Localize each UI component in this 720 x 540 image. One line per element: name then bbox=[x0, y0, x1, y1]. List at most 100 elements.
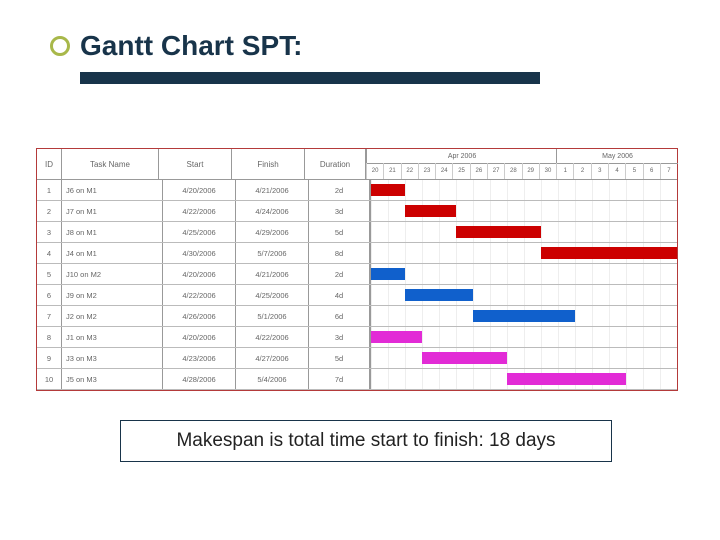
cell-dur: 5d bbox=[309, 222, 370, 242]
cell-dur: 3d bbox=[309, 327, 370, 347]
gantt-row: 6J9 on M24/22/20064/25/20064d bbox=[37, 285, 677, 306]
day-label: 6 bbox=[643, 163, 660, 179]
header-timeline: Apr 2006May 2006202122232425262728293012… bbox=[366, 149, 677, 179]
cell-dur: 8d bbox=[309, 243, 370, 263]
cell-start: 4/22/2006 bbox=[163, 285, 236, 305]
cell-dur: 7d bbox=[309, 369, 370, 389]
cell-start: 4/20/2006 bbox=[163, 327, 236, 347]
header-finish: Finish bbox=[232, 149, 305, 179]
cell-finish: 5/1/2006 bbox=[236, 306, 309, 326]
cell-task: J2 on M2 bbox=[62, 306, 163, 326]
cell-id: 1 bbox=[37, 180, 62, 200]
cell-id: 10 bbox=[37, 369, 62, 389]
gantt-row: 9J3 on M34/23/20064/27/20065d bbox=[37, 348, 677, 369]
cell-finish: 5/4/2006 bbox=[236, 369, 309, 389]
page-title: Gantt Chart SPT: bbox=[80, 30, 302, 62]
day-label: 2 bbox=[573, 163, 590, 179]
month-group: Apr 2006 bbox=[366, 149, 557, 164]
caption-text: Makespan is total time start to finish: … bbox=[176, 430, 555, 452]
cell-finish: 4/29/2006 bbox=[236, 222, 309, 242]
day-label: 5 bbox=[625, 163, 642, 179]
header-id: ID bbox=[37, 149, 62, 179]
gantt-row: 8J1 on M34/20/20064/22/20063d bbox=[37, 327, 677, 348]
gantt-bar bbox=[541, 247, 677, 259]
cell-id: 6 bbox=[37, 285, 62, 305]
day-label: 27 bbox=[487, 163, 504, 179]
cell-finish: 4/24/2006 bbox=[236, 201, 309, 221]
cell-start: 4/25/2006 bbox=[163, 222, 236, 242]
day-label: 30 bbox=[539, 163, 556, 179]
gantt-header: ID Task Name Start Finish Duration Apr 2… bbox=[37, 149, 677, 180]
cell-start: 4/28/2006 bbox=[163, 369, 236, 389]
day-label: 1 bbox=[556, 163, 573, 179]
cell-dur: 2d bbox=[309, 264, 370, 284]
cell-id: 8 bbox=[37, 327, 62, 347]
gantt-bar bbox=[371, 184, 405, 196]
cell-timeline bbox=[370, 222, 677, 242]
cell-finish: 5/7/2006 bbox=[236, 243, 309, 263]
cell-start: 4/23/2006 bbox=[163, 348, 236, 368]
cell-dur: 3d bbox=[309, 201, 370, 221]
cell-dur: 6d bbox=[309, 306, 370, 326]
cell-timeline bbox=[370, 201, 677, 221]
cell-timeline bbox=[370, 327, 677, 347]
cell-dur: 2d bbox=[309, 180, 370, 200]
header-duration: Duration bbox=[305, 149, 366, 179]
day-label: 20 bbox=[366, 163, 383, 179]
cell-timeline bbox=[370, 306, 677, 326]
cell-task: J8 on M1 bbox=[62, 222, 163, 242]
cell-timeline bbox=[370, 348, 677, 368]
cell-timeline bbox=[370, 285, 677, 305]
gantt-bar bbox=[371, 268, 405, 280]
day-label: 7 bbox=[660, 163, 677, 179]
day-label: 3 bbox=[591, 163, 608, 179]
gantt-row: 10J5 on M34/28/20065/4/20067d bbox=[37, 369, 677, 390]
cell-task: J7 on M1 bbox=[62, 201, 163, 221]
cell-task: J5 on M3 bbox=[62, 369, 163, 389]
cell-timeline bbox=[370, 369, 677, 389]
cell-id: 5 bbox=[37, 264, 62, 284]
day-label: 29 bbox=[522, 163, 539, 179]
gantt-row: 2J7 on M14/22/20064/24/20063d bbox=[37, 201, 677, 222]
cell-task: J1 on M3 bbox=[62, 327, 163, 347]
cell-start: 4/20/2006 bbox=[163, 264, 236, 284]
gantt-bar bbox=[422, 352, 507, 364]
gantt-bar bbox=[507, 373, 626, 385]
cell-finish: 4/27/2006 bbox=[236, 348, 309, 368]
gantt-bar bbox=[371, 331, 422, 343]
caption-box: Makespan is total time start to finish: … bbox=[120, 420, 612, 462]
bullet-icon bbox=[50, 36, 70, 56]
cell-timeline bbox=[370, 180, 677, 200]
cell-task: J6 on M1 bbox=[62, 180, 163, 200]
gantt-row: 5J10 on M24/20/20064/21/20062d bbox=[37, 264, 677, 285]
day-label: 21 bbox=[383, 163, 400, 179]
gantt-row: 1J6 on M14/20/20064/21/20062d bbox=[37, 180, 677, 201]
day-label: 23 bbox=[418, 163, 435, 179]
gantt-row: 4J4 on M14/30/20065/7/20068d bbox=[37, 243, 677, 264]
cell-start: 4/22/2006 bbox=[163, 201, 236, 221]
title-underline bbox=[80, 72, 540, 84]
cell-finish: 4/22/2006 bbox=[236, 327, 309, 347]
cell-task: J3 on M3 bbox=[62, 348, 163, 368]
cell-id: 2 bbox=[37, 201, 62, 221]
cell-dur: 4d bbox=[309, 285, 370, 305]
gantt-bar bbox=[456, 226, 541, 238]
day-label: 28 bbox=[504, 163, 521, 179]
day-label: 25 bbox=[452, 163, 469, 179]
cell-start: 4/26/2006 bbox=[163, 306, 236, 326]
cell-start: 4/20/2006 bbox=[163, 180, 236, 200]
cell-finish: 4/25/2006 bbox=[236, 285, 309, 305]
gantt-bar bbox=[473, 310, 575, 322]
cell-id: 7 bbox=[37, 306, 62, 326]
day-label: 26 bbox=[470, 163, 487, 179]
header-start: Start bbox=[159, 149, 232, 179]
cell-id: 9 bbox=[37, 348, 62, 368]
cell-finish: 4/21/2006 bbox=[236, 180, 309, 200]
cell-task: J4 on M1 bbox=[62, 243, 163, 263]
cell-timeline bbox=[370, 264, 677, 284]
header-task: Task Name bbox=[62, 149, 159, 179]
cell-task: J9 on M2 bbox=[62, 285, 163, 305]
cell-start: 4/30/2006 bbox=[163, 243, 236, 263]
cell-id: 3 bbox=[37, 222, 62, 242]
gantt-chart: ID Task Name Start Finish Duration Apr 2… bbox=[36, 148, 678, 391]
